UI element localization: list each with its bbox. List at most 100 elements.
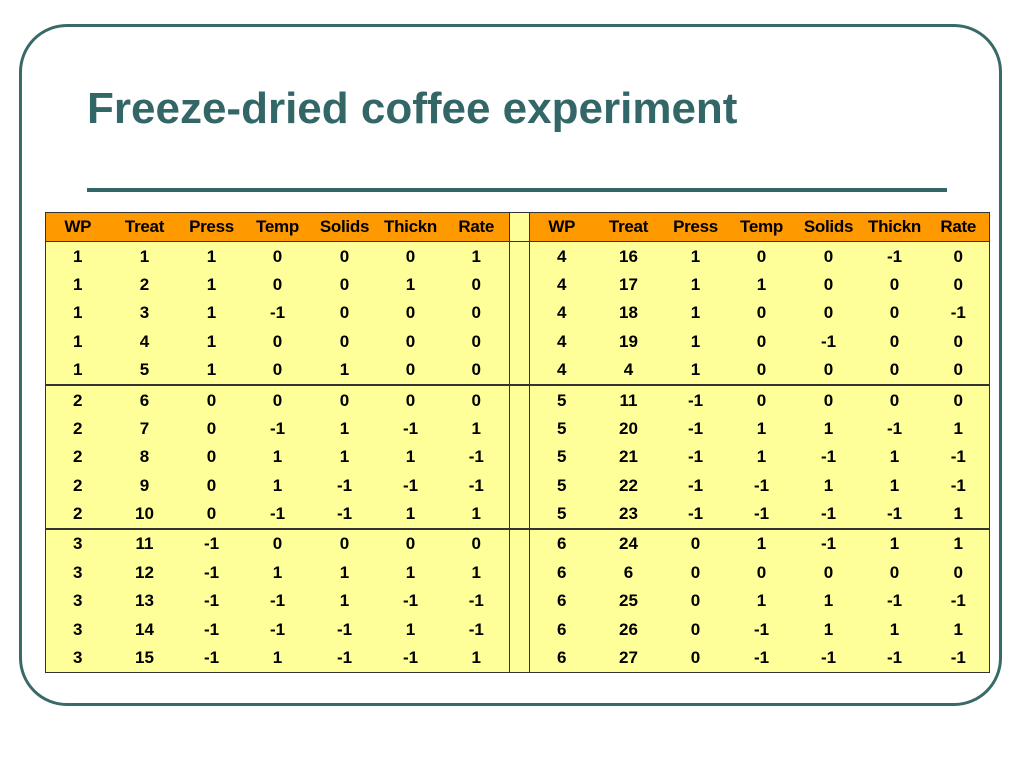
- column-header: Press: [179, 211, 244, 243]
- table-cell: 0: [179, 471, 244, 500]
- table-cell: 1: [927, 615, 990, 644]
- table-cell: 0: [311, 270, 378, 300]
- table-cell: 1: [927, 529, 990, 559]
- table-cell: 1: [243, 443, 312, 472]
- table-cell: 0: [311, 299, 378, 328]
- table-cell: 6: [529, 587, 594, 616]
- table-cell: 1: [243, 558, 312, 588]
- column-header: Treat: [593, 211, 664, 243]
- table-row: 1 4 1 0 0 0 0 4 19 1 0 -1 0 0: [45, 327, 990, 356]
- experiment-table: WP Treat Press Temp Solids Thickn Rate WP Treat P…: [45, 211, 990, 674]
- table-cell: 1: [377, 443, 444, 472]
- table-cell: -1: [927, 443, 990, 472]
- table-cell: 14: [109, 615, 180, 644]
- table-cell: 26: [593, 615, 664, 644]
- table-cell: 1: [927, 499, 990, 531]
- table-cell: 0: [927, 241, 990, 271]
- table-cell: 0: [663, 558, 728, 588]
- table-cell: 8: [109, 443, 180, 472]
- table-cell: 1: [179, 299, 244, 328]
- slide-frame: [19, 24, 1002, 706]
- table-cell: 0: [795, 355, 862, 387]
- table-cell: 0: [727, 558, 796, 588]
- table-cell: 0: [179, 385, 244, 415]
- table-cell: 1: [443, 643, 510, 674]
- table-cell: 0: [311, 385, 378, 415]
- table-cell: 16: [593, 241, 664, 271]
- table-row: 3 12 -1 1 1 1 1 6 6 0 0 0 0 0: [45, 558, 990, 588]
- table-gap: [509, 587, 530, 616]
- table-row: 1 1 1 0 0 0 1 4 16 1 0 0 -1 0: [45, 241, 990, 271]
- table-gap: [509, 327, 530, 356]
- table-cell: -1: [663, 499, 728, 531]
- table-cell: 1: [727, 443, 796, 472]
- table-row: 3 14 -1 -1 -1 1 -1 6 26 0 -1 1 1 1: [45, 615, 990, 644]
- table-cell: 23: [593, 499, 664, 531]
- table-gap: [509, 299, 530, 328]
- table-cell: -1: [311, 471, 378, 500]
- table-cell: 1: [109, 241, 180, 271]
- table-row: 1 2 1 0 0 1 0 4 17 1 1 0 0 0: [45, 270, 990, 300]
- table-cell: -1: [243, 615, 312, 644]
- table-cell: 5: [529, 499, 594, 531]
- table-cell: 1: [377, 270, 444, 300]
- table-cell: 1: [179, 355, 244, 387]
- table-cell: 7: [109, 414, 180, 444]
- table-cell: 1: [861, 615, 928, 644]
- table-cell: 20: [593, 414, 664, 444]
- table-cell: 0: [179, 443, 244, 472]
- table-cell: 1: [377, 615, 444, 644]
- table-row: 3 11 -1 0 0 0 0 6 24 0 1 -1 1 1: [45, 529, 990, 559]
- table-gap: [509, 615, 530, 644]
- table-gap: [509, 558, 530, 588]
- table-cell: 0: [663, 529, 728, 559]
- table-row: 3 15 -1 1 -1 -1 1 6 27 0 -1 -1 -1 -1: [45, 643, 990, 674]
- column-header: Temp: [243, 211, 312, 243]
- table-gap: [509, 270, 530, 300]
- table-cell: 13: [109, 587, 180, 616]
- table-gap: [509, 471, 530, 500]
- table-cell: 5: [529, 385, 594, 415]
- table-cell: -1: [795, 443, 862, 472]
- column-header: Treat: [109, 211, 180, 243]
- table-cell: 1: [795, 587, 862, 616]
- table-cell: -1: [927, 587, 990, 616]
- table-row: 2 7 0 -1 1 -1 1 5 20 -1 1 1 -1 1: [45, 414, 990, 444]
- table-cell: 15: [109, 643, 180, 674]
- table-gap: [509, 643, 530, 674]
- table-cell: 12: [109, 558, 180, 588]
- table-cell: 0: [861, 327, 928, 356]
- table-cell: 0: [663, 587, 728, 616]
- table-cell: 1: [377, 499, 444, 531]
- table-cell: -1: [927, 471, 990, 500]
- table-cell: 17: [593, 270, 664, 300]
- table-row: 2 10 0 -1 -1 1 1 5 23 -1 -1 -1 -1 1: [45, 499, 990, 531]
- table-cell: 0: [179, 499, 244, 531]
- table-cell: 3: [109, 299, 180, 328]
- table-cell: 22: [593, 471, 664, 500]
- table-cell: 0: [861, 558, 928, 588]
- table-cell: 1: [663, 355, 728, 387]
- table-cell: 0: [243, 385, 312, 415]
- table-cell: -1: [727, 471, 796, 500]
- table-cell: -1: [311, 615, 378, 644]
- table-cell: 6: [529, 558, 594, 588]
- column-header: Thickn: [861, 211, 928, 243]
- table-cell: -1: [377, 643, 444, 674]
- column-header: Solids: [311, 211, 378, 243]
- table-cell: 1: [443, 414, 510, 444]
- table-cell: -1: [243, 414, 312, 444]
- table-row: 1 3 1 -1 0 0 0 4 18 1 0 0 0 -1: [45, 299, 990, 328]
- table-cell: 11: [109, 529, 180, 559]
- table-cell: 5: [529, 414, 594, 444]
- table-cell: -1: [377, 414, 444, 444]
- table-cell: -1: [861, 499, 928, 531]
- table-gap: [509, 443, 530, 472]
- table-cell: 0: [861, 270, 928, 300]
- table-cell: 0: [795, 241, 862, 271]
- table-cell: 0: [377, 327, 444, 356]
- table-cell: -1: [443, 615, 510, 644]
- table-cell: -1: [795, 529, 862, 559]
- table-cell: 0: [663, 615, 728, 644]
- table-cell: -1: [443, 587, 510, 616]
